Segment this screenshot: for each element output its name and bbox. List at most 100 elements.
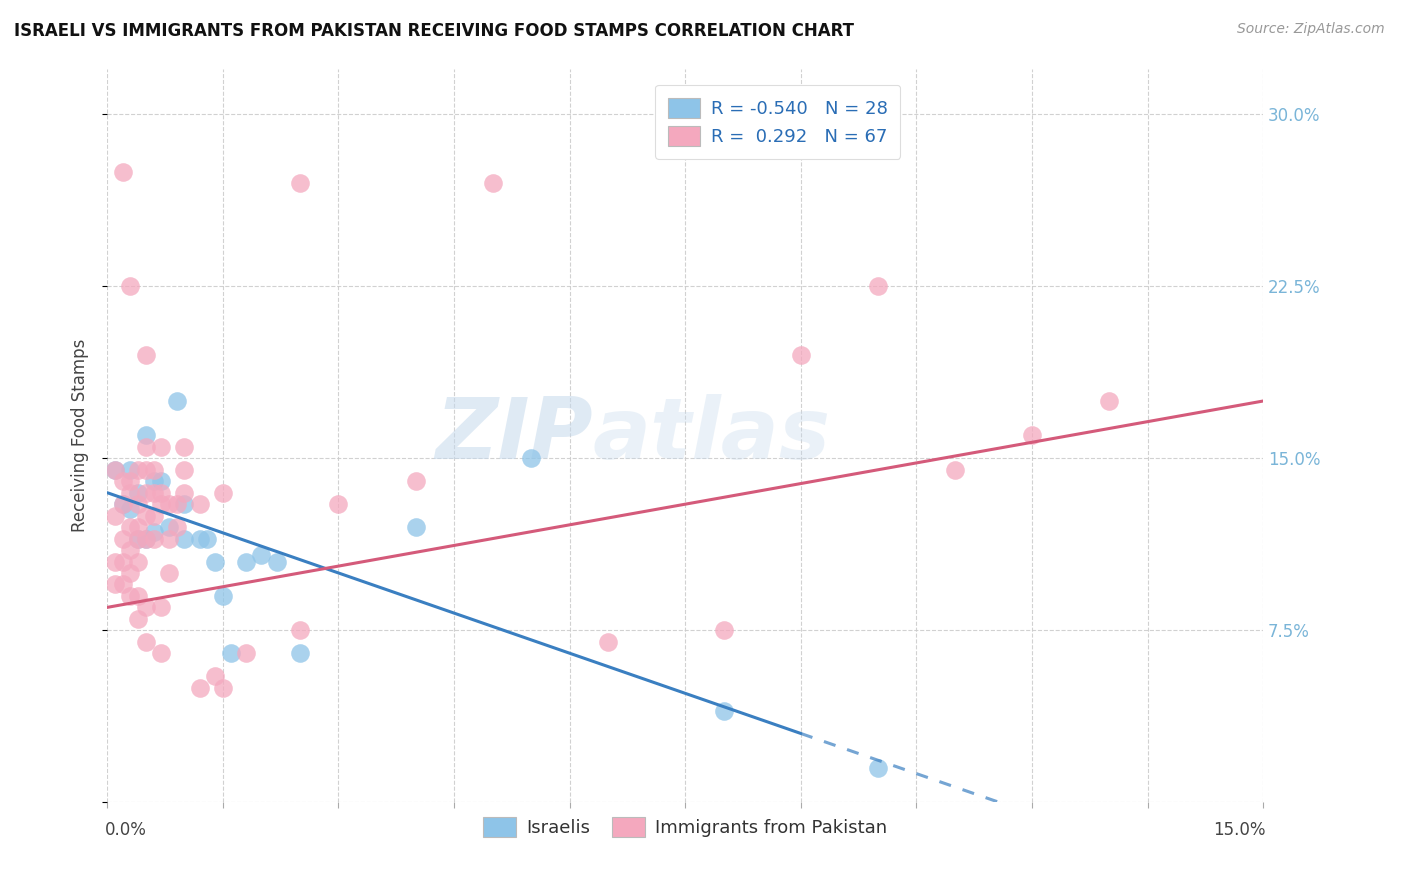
Point: [866, 279, 889, 293]
Point: [173, 463, 195, 477]
Point: [135, 348, 157, 362]
Point: [173, 532, 195, 546]
Point: [150, 485, 173, 500]
Point: [173, 485, 195, 500]
Point: [120, 501, 142, 516]
Point: [713, 704, 735, 718]
Point: [135, 440, 157, 454]
Point: [111, 475, 134, 489]
Point: [157, 520, 180, 534]
Point: [405, 475, 427, 489]
Point: [166, 394, 188, 409]
Point: [157, 566, 180, 580]
Point: [120, 279, 142, 293]
Text: atlas: atlas: [593, 394, 831, 477]
Point: [127, 532, 149, 546]
Point: [866, 761, 889, 775]
Point: [166, 497, 188, 511]
Point: [212, 589, 235, 603]
Point: [127, 554, 149, 568]
Point: [120, 589, 142, 603]
Point: [288, 176, 311, 190]
Point: [943, 463, 966, 477]
Point: [104, 508, 127, 523]
Point: [120, 520, 142, 534]
Legend: Israelis, Immigrants from Pakistan: Israelis, Immigrants from Pakistan: [475, 809, 894, 845]
Point: [288, 646, 311, 660]
Point: [135, 600, 157, 615]
Point: [111, 497, 134, 511]
Point: [135, 485, 157, 500]
Point: [713, 624, 735, 638]
Point: [104, 554, 127, 568]
Point: [111, 532, 134, 546]
Point: [150, 646, 173, 660]
Point: [127, 485, 149, 500]
Point: [142, 485, 165, 500]
Point: [328, 497, 350, 511]
Text: ISRAELI VS IMMIGRANTS FROM PAKISTAN RECEIVING FOOD STAMPS CORRELATION CHART: ISRAELI VS IMMIGRANTS FROM PAKISTAN RECE…: [14, 22, 853, 40]
Point: [1021, 428, 1043, 442]
Point: [150, 497, 173, 511]
Point: [204, 554, 226, 568]
Point: [135, 532, 157, 546]
Point: [127, 532, 149, 546]
Point: [790, 348, 813, 362]
Text: ZIP: ZIP: [434, 394, 593, 477]
Point: [188, 681, 211, 695]
Point: [150, 600, 173, 615]
Point: [135, 428, 157, 442]
Point: [157, 532, 180, 546]
Point: [598, 634, 620, 648]
Point: [127, 497, 149, 511]
Point: [135, 634, 157, 648]
Point: [142, 524, 165, 539]
Point: [142, 508, 165, 523]
Point: [150, 475, 173, 489]
Point: [111, 554, 134, 568]
Point: [120, 463, 142, 477]
Point: [142, 475, 165, 489]
Point: [250, 548, 273, 562]
Point: [142, 532, 165, 546]
Point: [197, 532, 219, 546]
Point: [173, 440, 195, 454]
Point: [120, 566, 142, 580]
Point: [104, 577, 127, 591]
Point: [111, 577, 134, 591]
Point: [135, 532, 157, 546]
Point: [212, 485, 235, 500]
Point: [127, 520, 149, 534]
Point: [1098, 394, 1121, 409]
Point: [104, 463, 127, 477]
Text: 15.0%: 15.0%: [1213, 821, 1265, 838]
Point: [288, 624, 311, 638]
Point: [166, 520, 188, 534]
Point: [120, 485, 142, 500]
Point: [111, 164, 134, 178]
Point: [111, 497, 134, 511]
Point: [266, 554, 288, 568]
Point: [173, 497, 195, 511]
Point: [135, 463, 157, 477]
Y-axis label: Receiving Food Stamps: Receiving Food Stamps: [72, 339, 89, 533]
Text: 0.0%: 0.0%: [105, 821, 146, 838]
Point: [212, 681, 235, 695]
Point: [157, 497, 180, 511]
Point: [142, 463, 165, 477]
Point: [120, 475, 142, 489]
Point: [188, 532, 211, 546]
Point: [104, 463, 127, 477]
Point: [204, 669, 226, 683]
Point: [127, 589, 149, 603]
Point: [127, 612, 149, 626]
Point: [188, 497, 211, 511]
Point: [235, 554, 257, 568]
Point: [235, 646, 257, 660]
Point: [150, 440, 173, 454]
Point: [120, 543, 142, 558]
Point: [520, 451, 543, 466]
Point: [127, 463, 149, 477]
Text: Source: ZipAtlas.com: Source: ZipAtlas.com: [1237, 22, 1385, 37]
Point: [405, 520, 427, 534]
